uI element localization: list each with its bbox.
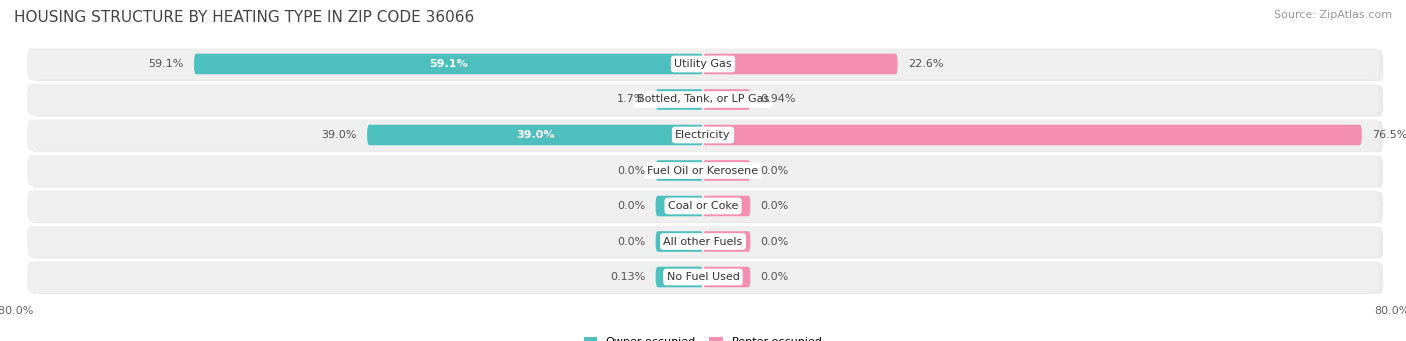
FancyBboxPatch shape [27, 155, 1379, 186]
FancyBboxPatch shape [31, 227, 1384, 258]
Text: 0.13%: 0.13% [610, 272, 645, 282]
Text: Source: ZipAtlas.com: Source: ZipAtlas.com [1274, 10, 1392, 20]
FancyBboxPatch shape [655, 196, 703, 216]
Text: 1.7%: 1.7% [617, 94, 645, 104]
Text: Fuel Oil or Kerosene: Fuel Oil or Kerosene [647, 165, 759, 176]
Text: 0.94%: 0.94% [761, 94, 796, 104]
Text: 0.0%: 0.0% [761, 165, 789, 176]
FancyBboxPatch shape [367, 125, 703, 145]
Text: 0.0%: 0.0% [617, 237, 645, 247]
Text: 39.0%: 39.0% [322, 130, 357, 140]
FancyBboxPatch shape [655, 267, 703, 287]
FancyBboxPatch shape [27, 226, 1379, 257]
FancyBboxPatch shape [703, 125, 1362, 145]
Text: Utility Gas: Utility Gas [675, 59, 731, 69]
FancyBboxPatch shape [31, 263, 1384, 294]
Text: HOUSING STRUCTURE BY HEATING TYPE IN ZIP CODE 36066: HOUSING STRUCTURE BY HEATING TYPE IN ZIP… [14, 10, 474, 25]
FancyBboxPatch shape [31, 50, 1384, 81]
Text: 0.0%: 0.0% [617, 201, 645, 211]
Text: 59.1%: 59.1% [149, 59, 184, 69]
FancyBboxPatch shape [703, 89, 751, 110]
FancyBboxPatch shape [703, 231, 751, 252]
Text: 76.5%: 76.5% [1372, 130, 1406, 140]
FancyBboxPatch shape [27, 48, 1379, 79]
FancyBboxPatch shape [27, 84, 1379, 115]
FancyBboxPatch shape [655, 231, 703, 252]
FancyBboxPatch shape [31, 85, 1384, 117]
Text: 59.1%: 59.1% [429, 59, 468, 69]
FancyBboxPatch shape [31, 192, 1384, 223]
FancyBboxPatch shape [31, 156, 1384, 188]
Text: 0.0%: 0.0% [617, 165, 645, 176]
FancyBboxPatch shape [31, 121, 1384, 152]
FancyBboxPatch shape [655, 160, 703, 181]
FancyBboxPatch shape [703, 54, 897, 74]
FancyBboxPatch shape [194, 54, 703, 74]
Text: Bottled, Tank, or LP Gas: Bottled, Tank, or LP Gas [637, 94, 769, 104]
FancyBboxPatch shape [27, 119, 1379, 151]
Text: Electricity: Electricity [675, 130, 731, 140]
Text: All other Fuels: All other Fuels [664, 237, 742, 247]
Text: No Fuel Used: No Fuel Used [666, 272, 740, 282]
FancyBboxPatch shape [703, 196, 751, 216]
FancyBboxPatch shape [703, 267, 751, 287]
Legend: Owner-occupied, Renter-occupied: Owner-occupied, Renter-occupied [579, 332, 827, 341]
FancyBboxPatch shape [27, 262, 1379, 293]
Text: Coal or Coke: Coal or Coke [668, 201, 738, 211]
FancyBboxPatch shape [655, 89, 703, 110]
Text: 39.0%: 39.0% [516, 130, 554, 140]
Text: 0.0%: 0.0% [761, 272, 789, 282]
Text: 22.6%: 22.6% [908, 59, 943, 69]
Text: 0.0%: 0.0% [761, 201, 789, 211]
FancyBboxPatch shape [703, 160, 751, 181]
Text: 0.0%: 0.0% [761, 237, 789, 247]
FancyBboxPatch shape [27, 190, 1379, 222]
